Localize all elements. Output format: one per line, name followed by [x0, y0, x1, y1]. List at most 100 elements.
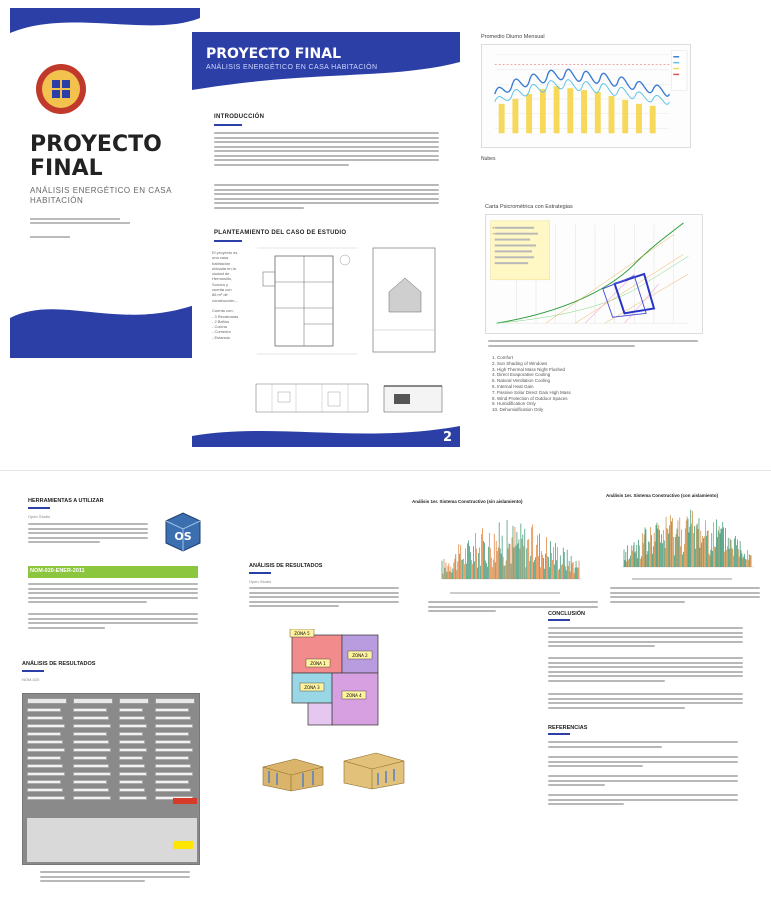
analysis-b-chart	[618, 503, 758, 575]
calc-field	[27, 796, 65, 800]
openstudio-logo-icon: OS	[165, 512, 201, 552]
analysis-b-axis-caption	[632, 578, 732, 580]
case-study-heading: PLANTEAMIENTO DEL CASO DE ESTUDIO	[214, 230, 347, 236]
calc-field	[73, 788, 109, 792]
calc-field	[119, 708, 143, 712]
strategy-item: 3. High Thermal Mass Night Flushed	[492, 366, 565, 372]
intro-heading-rule	[214, 124, 242, 126]
reference-1	[548, 741, 738, 750]
case-study-line: ubicada en la	[212, 265, 236, 271]
calc-field	[27, 732, 61, 736]
calc-field	[73, 796, 111, 800]
calc-field	[27, 724, 65, 728]
results-subheading-left: NOM-020	[22, 677, 40, 682]
cover-authors-block	[30, 218, 190, 224]
cover-page: PROYECTO FINAL ANÁLISIS ENERGÉTICO EN CA…	[10, 8, 200, 358]
diurnal-average-chart	[481, 44, 691, 148]
site-plan-drawing	[372, 247, 436, 353]
calc-field	[119, 796, 147, 800]
zone-3-label: ZONA 3	[304, 685, 320, 690]
analysis-b-paragraph	[610, 587, 760, 605]
calc-field	[73, 740, 109, 744]
calc-field	[27, 708, 61, 712]
strategy-item: 7. Passive Solar Direct Gain High Mass	[492, 389, 571, 395]
section-drawing	[383, 385, 443, 413]
cover-title-line-2: FINAL	[30, 156, 103, 181]
analysis-b-title: Análisis 1er. Sistema Constructivo (con …	[606, 493, 719, 498]
calc-field	[73, 724, 111, 728]
strategy-item: 8. Wind Protection of Outdoor Spaces	[492, 395, 568, 401]
case-study-line: Cuenta con:	[212, 308, 234, 314]
nom-paragraph-1	[28, 583, 198, 606]
strategy-list: 1. Comfort 2. Sun Shading of Windows 3. Hi…	[492, 355, 571, 413]
university-seal-icon	[36, 64, 86, 114]
calc-field	[73, 748, 111, 752]
cover-date-block	[30, 236, 70, 238]
calc-field	[155, 748, 193, 752]
results-heading-mid-rule	[249, 572, 271, 574]
results-mid-paragraph	[249, 587, 399, 610]
case-study-line: - Cocina	[212, 324, 227, 330]
conclusion-heading: CONCLUSIÓN	[548, 611, 585, 617]
nom-paragraph-2	[28, 613, 198, 631]
strategy-item: 1. Comfort	[492, 355, 514, 360]
conclusion-paragraph-1	[548, 627, 743, 650]
calc-field	[73, 780, 107, 784]
case-study-line: Sonora y	[212, 281, 229, 287]
strategy-item: 9. Humidification Only	[492, 401, 536, 407]
intro-paragraph-2	[214, 184, 439, 211]
calc-field	[73, 716, 109, 720]
analysis-a-chart	[436, 509, 586, 589]
calc-field	[27, 780, 61, 784]
tools-heading: HERRAMIENTAS A UTILIZAR	[28, 498, 104, 504]
conclusion-paragraph-3	[548, 693, 743, 711]
strategy-item: 5. Natural Ventilation Cooling	[492, 378, 551, 384]
intro-heading: INTRODUCCIÓN	[214, 114, 265, 120]
calc-field	[27, 764, 63, 768]
calc-field	[73, 756, 107, 760]
calc-field	[155, 724, 193, 728]
bottom-document-spread: HERRAMIENTAS A UTILIZAR Open Studio OS N…	[0, 470, 771, 898]
page-2-title: PROYECTO FINAL	[206, 46, 341, 62]
case-study-line: 86 m² de	[212, 292, 228, 298]
strategy-item: 10. Dehumidification Only	[492, 407, 544, 413]
case-study-line: - Estancia	[212, 334, 230, 340]
calc-field	[73, 764, 109, 768]
calc-field	[155, 780, 189, 784]
page-2: PROYECTO FINAL ANÁLISIS ENERGÉTICO EN CA…	[192, 32, 460, 447]
floor-plan-drawing	[257, 247, 357, 355]
zone-2-label: ZONA 2	[352, 653, 368, 658]
diurnal-chart-label: Promedio Diurno Mensual	[481, 34, 545, 40]
calc-field	[155, 756, 189, 760]
3d-model-render-2	[343, 752, 405, 790]
strategy-item: 2. Sun Shading of Windows	[492, 360, 548, 366]
strategies-paragraph	[488, 340, 698, 349]
calc-field	[119, 772, 147, 776]
page-2-bottom-wave	[192, 426, 460, 447]
thermal-zones-plan: ZONA 1 ZONA 2 ZONA 3 ZONA 4 ZONA 5	[289, 629, 379, 726]
front-elevation-drawing	[255, 383, 369, 413]
strategy-item: 6. Internal Heat Gain	[492, 383, 534, 389]
analysis-a-axis-caption	[450, 592, 560, 594]
diurnal-chart-note: Nubes	[481, 156, 496, 162]
calc-field	[27, 740, 63, 744]
calc-column-header-1	[27, 698, 67, 704]
calc-field	[119, 716, 145, 720]
nom-banner-label: NOM-020-ENER-2011	[30, 568, 85, 574]
nom020-calculator-screenshot	[22, 693, 200, 865]
calc-field	[27, 716, 63, 720]
case-study-line: habitación	[212, 260, 231, 266]
zone-5-label: ZONA 5	[294, 631, 310, 636]
nom-banner	[28, 566, 198, 578]
case-study-description: El proyecto es una casa habitación ubicada …	[212, 250, 250, 340]
calc-field	[27, 788, 63, 792]
case-study-line: El proyecto es	[212, 250, 238, 255]
calc-column-header-4	[155, 698, 195, 704]
page-2-banner	[192, 32, 460, 90]
cover-title: PROYECTO FINAL	[30, 133, 200, 181]
results-heading-mid: ANÁLISIS DE RESULTADOS	[249, 563, 323, 569]
case-study-line: - 2 Baños	[212, 318, 230, 324]
calc-field	[27, 756, 61, 760]
intro-paragraph-1	[214, 132, 439, 168]
calc-field	[155, 764, 191, 768]
